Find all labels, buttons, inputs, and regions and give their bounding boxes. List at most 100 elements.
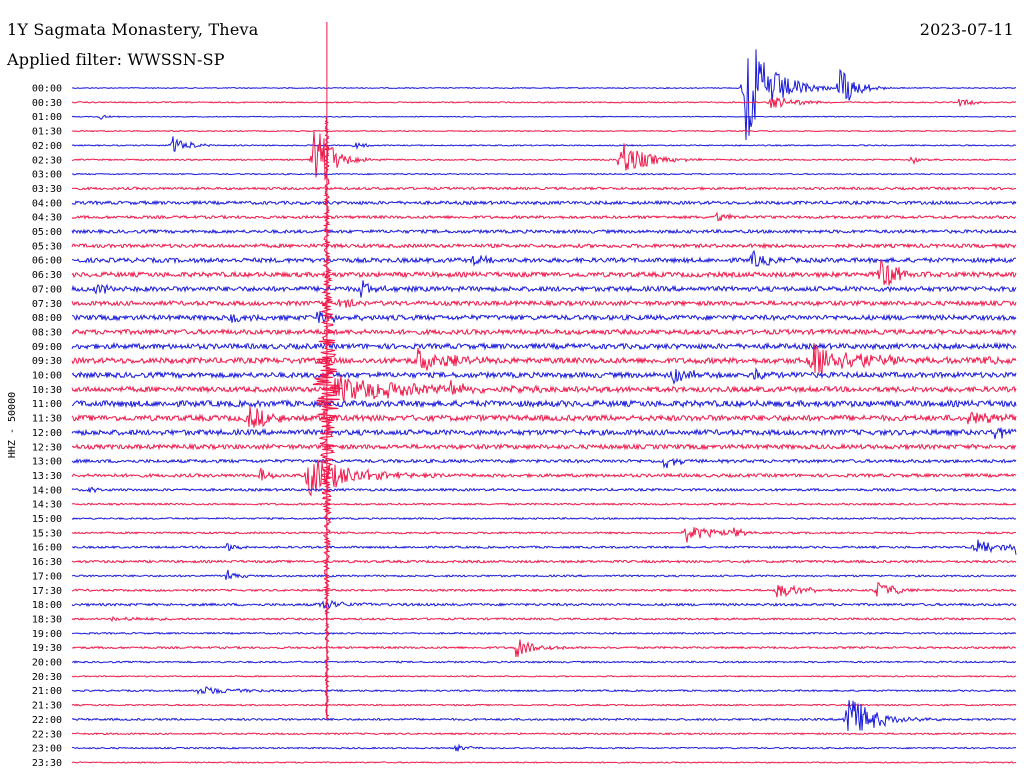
trace-row <box>71 398 1017 409</box>
row-time-label: 19:30 <box>32 643 62 654</box>
trace-row <box>71 457 1017 469</box>
trace-row <box>71 375 1017 403</box>
trace-row <box>71 311 1017 324</box>
trace-row <box>71 559 1017 564</box>
trace-row <box>71 343 1017 375</box>
trace-row <box>71 341 1017 351</box>
row-time-label: 01:30 <box>32 127 62 138</box>
row-time-label: 13:30 <box>32 471 62 482</box>
row-time-label: 13:00 <box>32 457 62 468</box>
trace-row <box>71 97 1017 108</box>
row-time-label: 05:00 <box>32 227 62 238</box>
row-time-label: 21:30 <box>32 701 62 712</box>
row-time-label: 18:30 <box>32 614 62 625</box>
row-time-label: 12:30 <box>32 442 62 453</box>
trace-row <box>71 211 1017 222</box>
trace-row <box>71 199 1017 206</box>
row-time-label: 08:00 <box>32 313 62 324</box>
trace-row <box>71 615 1016 623</box>
trace-row <box>71 686 1017 696</box>
row-time-label: 03:00 <box>32 170 62 181</box>
row-label-group: 00:00 00:30 01:00 01:30 02:00 02:30 03:00 03:30… <box>32 84 62 769</box>
row-time-label: 18:00 <box>32 600 62 611</box>
trace-row <box>71 242 1017 250</box>
filter-label: Applied filter: WWSSN-SP <box>7 50 225 69</box>
trace-row <box>72 743 1017 752</box>
row-time-label: 19:00 <box>32 629 62 640</box>
trace-row <box>71 228 1017 235</box>
trace-row <box>71 172 1017 176</box>
row-time-label: 23:00 <box>32 744 62 755</box>
row-time-label: 02:30 <box>32 155 62 166</box>
date-label: 2023-07-11 <box>919 20 1014 39</box>
trace-row <box>71 639 1017 657</box>
row-time-label: 20:00 <box>32 658 62 669</box>
row-time-label: 04:30 <box>32 213 62 224</box>
row-time-label: 00:30 <box>32 98 62 109</box>
trace-row <box>71 700 1017 731</box>
y-axis-label: HHZ - 50000 <box>7 392 18 458</box>
row-time-label: 09:30 <box>32 356 62 367</box>
row-time-label: 11:00 <box>32 399 62 410</box>
row-time-label: 06:30 <box>32 270 62 281</box>
trace-row <box>71 442 1017 451</box>
row-time-label: 23:30 <box>32 758 62 769</box>
trace-row <box>71 732 1017 736</box>
trace-row <box>71 427 1017 440</box>
trace-row <box>71 502 1017 506</box>
row-time-label: 00:00 <box>32 84 62 95</box>
trace-row <box>72 539 1017 555</box>
row-time-label: 10:30 <box>32 385 62 396</box>
trace-row <box>71 327 1017 337</box>
trace-row <box>71 516 1017 521</box>
trace-row <box>71 367 1017 386</box>
trace-row <box>71 631 1017 635</box>
row-time-label: 03:30 <box>32 184 62 195</box>
trace-row <box>71 527 1017 543</box>
trace-row <box>71 298 1017 308</box>
row-time-label: 06:00 <box>32 256 62 267</box>
row-time-label: 05:30 <box>32 241 62 252</box>
station-title: 1Y Sagmata Monastery, Theva <box>7 20 259 39</box>
row-time-label: 14:30 <box>32 500 62 511</box>
row-time-label: 15:30 <box>32 528 62 539</box>
row-time-label: 11:30 <box>32 414 62 425</box>
trace-row <box>71 406 1017 428</box>
row-time-label: 21:00 <box>32 686 62 697</box>
row-time-label: 07:00 <box>32 284 62 295</box>
row-time-label: 09:00 <box>32 342 62 353</box>
row-time-label: 17:30 <box>32 586 62 597</box>
trace-row <box>71 486 1017 494</box>
row-time-label: 16:00 <box>32 543 62 554</box>
trace-row <box>71 581 1017 598</box>
trace-row <box>71 129 1017 133</box>
row-time-label: 22:30 <box>32 729 62 740</box>
trace-group <box>71 22 1017 764</box>
trace-row <box>71 459 1017 497</box>
trace-row <box>71 761 1017 764</box>
row-time-label: 20:30 <box>32 672 62 683</box>
trace-row <box>71 131 1017 181</box>
trace-row <box>71 703 1017 707</box>
row-time-label: 07:30 <box>32 299 62 310</box>
trace-row <box>71 259 1017 286</box>
trace-row <box>71 186 1017 191</box>
trace-row <box>72 569 1017 580</box>
row-time-label: 15:00 <box>32 514 62 525</box>
trace-row <box>72 249 1017 267</box>
row-time-label: 02:00 <box>32 141 62 152</box>
row-time-label: 04:00 <box>32 198 62 209</box>
row-time-label: 01:00 <box>32 112 62 123</box>
trace-row <box>71 660 1017 664</box>
trace-row <box>71 49 1017 141</box>
trace-row <box>71 599 1017 609</box>
trace-row <box>71 675 1017 678</box>
trace-row <box>71 280 1017 298</box>
row-time-label: 14:00 <box>32 485 62 496</box>
row-time-label: 12:00 <box>32 428 62 439</box>
trace-row <box>71 114 1017 120</box>
row-time-label: 16:30 <box>32 557 62 568</box>
row-time-label: 22:00 <box>32 715 62 726</box>
row-time-label: 10:00 <box>32 371 62 382</box>
